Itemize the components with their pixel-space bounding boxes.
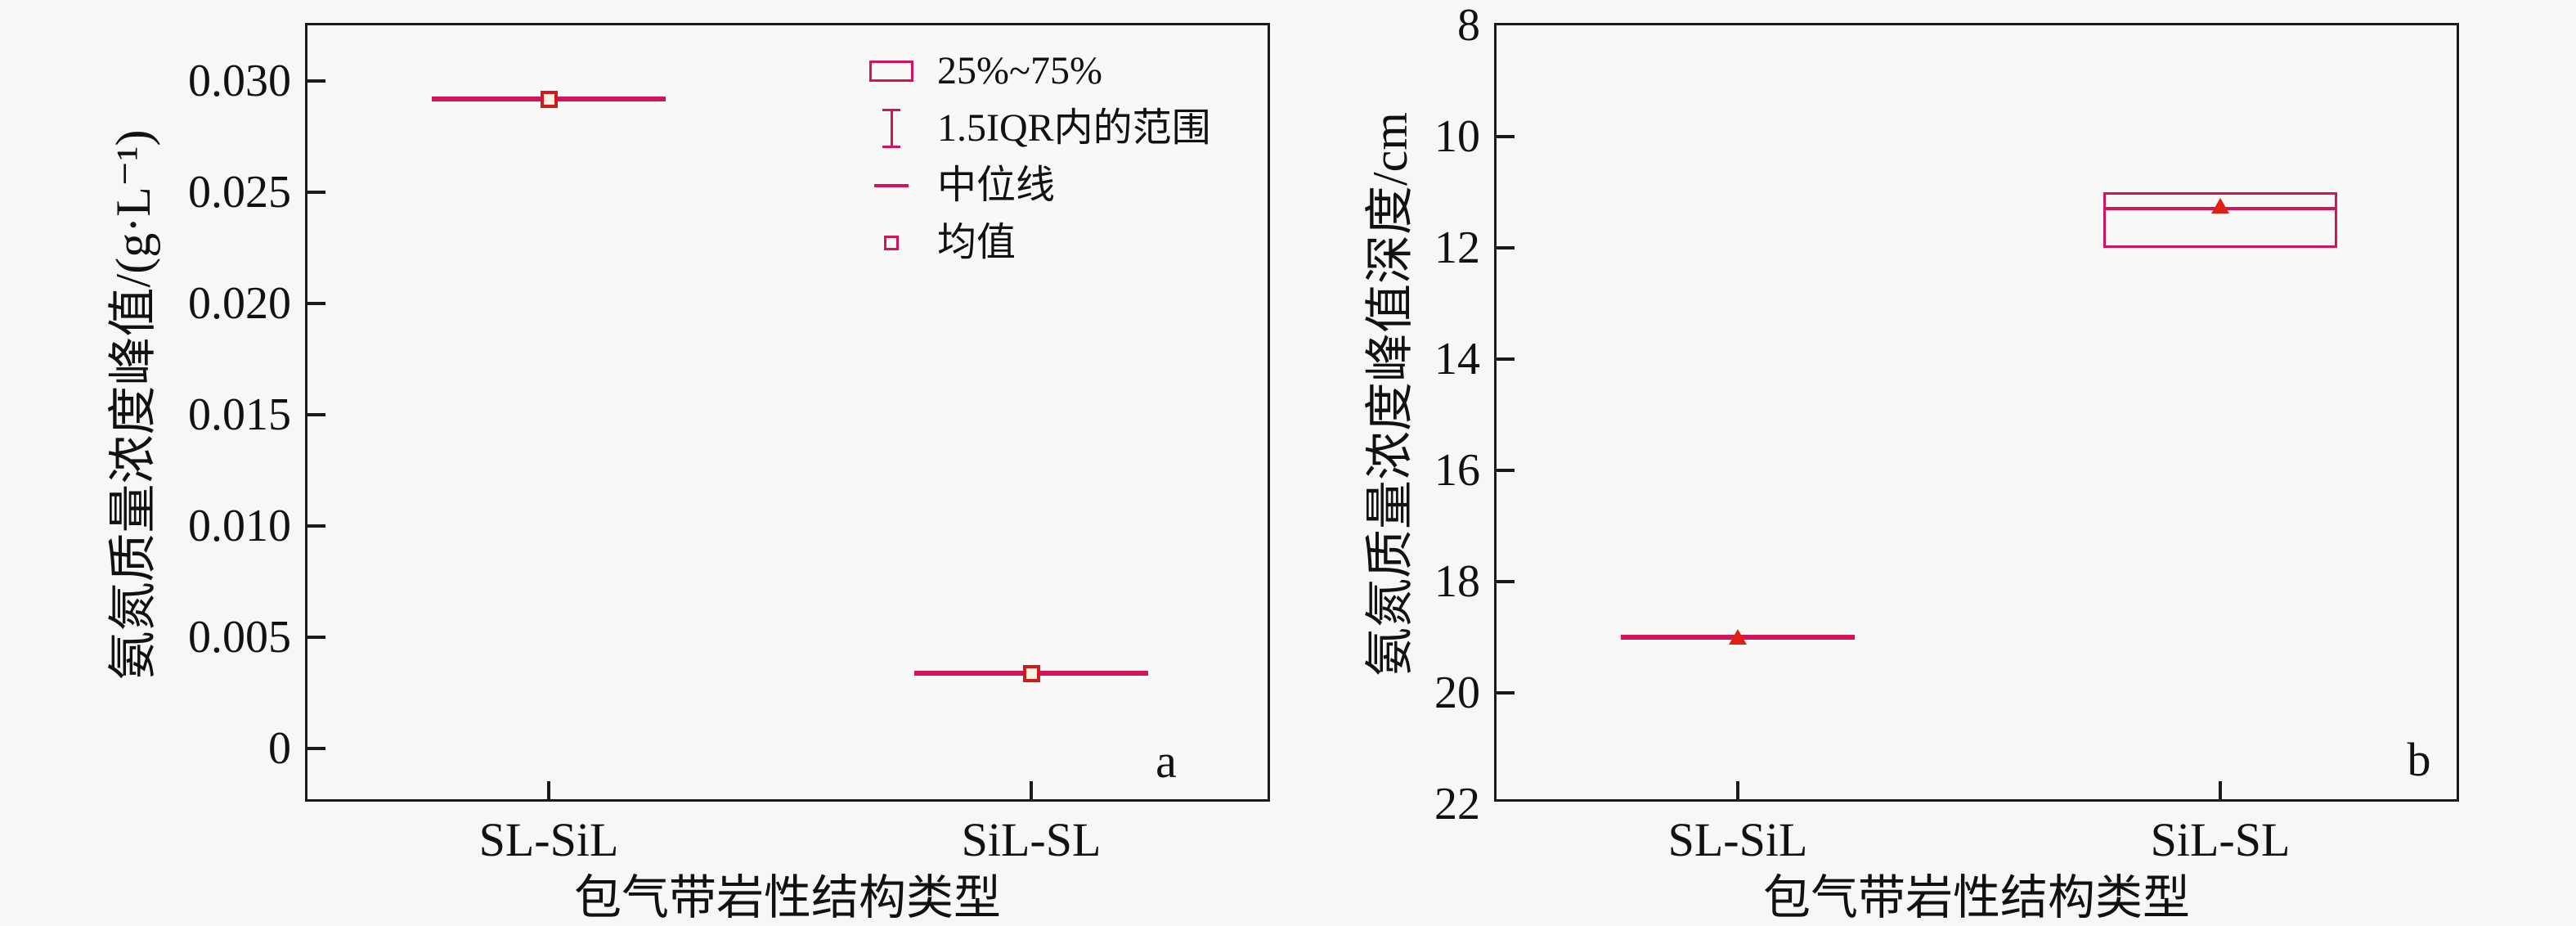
y-axis-title-a: 氨氮质量浓度峰值/(g·L⁻¹) — [106, 129, 160, 681]
panel-letter-b: b — [2407, 733, 2431, 786]
panel-letter-a: a — [1156, 735, 1177, 788]
mean-square-marker — [1023, 664, 1040, 682]
y-tick-mark — [307, 302, 325, 305]
y-axis-title-b: 氨氮质量浓度峰值深度/cm — [1363, 112, 1417, 677]
y-tick-mark — [1497, 691, 1515, 694]
y-tick-mark — [307, 636, 325, 639]
y-tick-label: 0.010 — [188, 501, 291, 551]
legend-item-mean: 均值 — [865, 222, 1211, 264]
y-tick-label: 0.020 — [188, 278, 291, 329]
legend-label: 中位线 — [937, 164, 1056, 207]
y-tick-label: 8 — [1457, 0, 1480, 51]
y-tick-label: 14 — [1434, 334, 1480, 384]
x-category-label: SL-SiL — [1667, 813, 1808, 866]
y-tick-label: 18 — [1434, 556, 1480, 607]
y-tick-mark — [1497, 580, 1515, 583]
whisker-range-icon — [865, 109, 918, 148]
x-tick-mark — [1030, 781, 1033, 799]
legend-label: 1.5IQR内的范围 — [937, 106, 1211, 150]
legend-label: 25%~75% — [937, 49, 1102, 92]
y-tick-label: 0.015 — [188, 389, 291, 440]
legend-item-median: 中位线 — [865, 164, 1211, 207]
mean-triangle-marker — [2211, 198, 2229, 214]
x-tick-mark — [2219, 781, 2222, 799]
y-tick-mark — [307, 79, 325, 83]
median-line-icon — [865, 184, 918, 187]
box-iqr — [2103, 192, 2337, 248]
mean-marker-icon — [865, 236, 918, 250]
x-category-label: SiL-SL — [2150, 813, 2291, 866]
y-tick-mark — [307, 524, 325, 528]
y-tick-mark — [1497, 246, 1515, 249]
y-tick-label: 16 — [1434, 445, 1480, 496]
legend-item-whisker: 1.5IQR内的范围 — [865, 107, 1211, 150]
y-tick-label: 12 — [1434, 223, 1480, 273]
mean-square-marker — [541, 90, 558, 108]
y-tick-label: 20 — [1434, 668, 1480, 718]
y-tick-label: 0 — [268, 723, 291, 774]
x-tick-mark — [547, 781, 550, 799]
y-tick-label: 0.030 — [188, 56, 291, 106]
y-tick-mark — [1497, 357, 1515, 361]
y-tick-label: 10 — [1434, 111, 1480, 162]
plot-area-a: 25%~75% 1.5IQR内的范围 中位线 均值 a 0.030 0.025 0.… — [188, 23, 1270, 864]
y-tick-mark — [307, 191, 325, 194]
mean-triangle-marker — [1729, 629, 1747, 645]
x-axis-title-b: 包气带岩性结构类型 — [1762, 871, 2191, 924]
legend-item-box: 25%~75% — [865, 50, 1211, 92]
x-tick-mark — [1736, 781, 1739, 799]
x-axis-title-a: 包气带岩性结构类型 — [573, 871, 1002, 924]
y-tick-label: 22 — [1434, 779, 1480, 829]
y-tick-mark — [307, 747, 325, 750]
plot-area-b: b 8 10 12 14 16 18 20 22 SL-SiL SiL-SL — [1434, 2, 2459, 864]
legend: 25%~75% 1.5IQR内的范围 中位线 均值 — [865, 50, 1211, 264]
legend-label: 均值 — [937, 221, 1016, 264]
x-category-label: SiL-SL — [961, 813, 1102, 866]
y-tick-mark — [307, 413, 325, 416]
box-range-icon — [865, 61, 918, 82]
y-tick-mark — [1497, 469, 1515, 472]
y-tick-mark — [1497, 135, 1515, 138]
y-tick-label: 0.005 — [188, 612, 291, 663]
x-category-label: SL-SiL — [478, 813, 619, 866]
y-tick-label: 0.025 — [188, 167, 291, 218]
